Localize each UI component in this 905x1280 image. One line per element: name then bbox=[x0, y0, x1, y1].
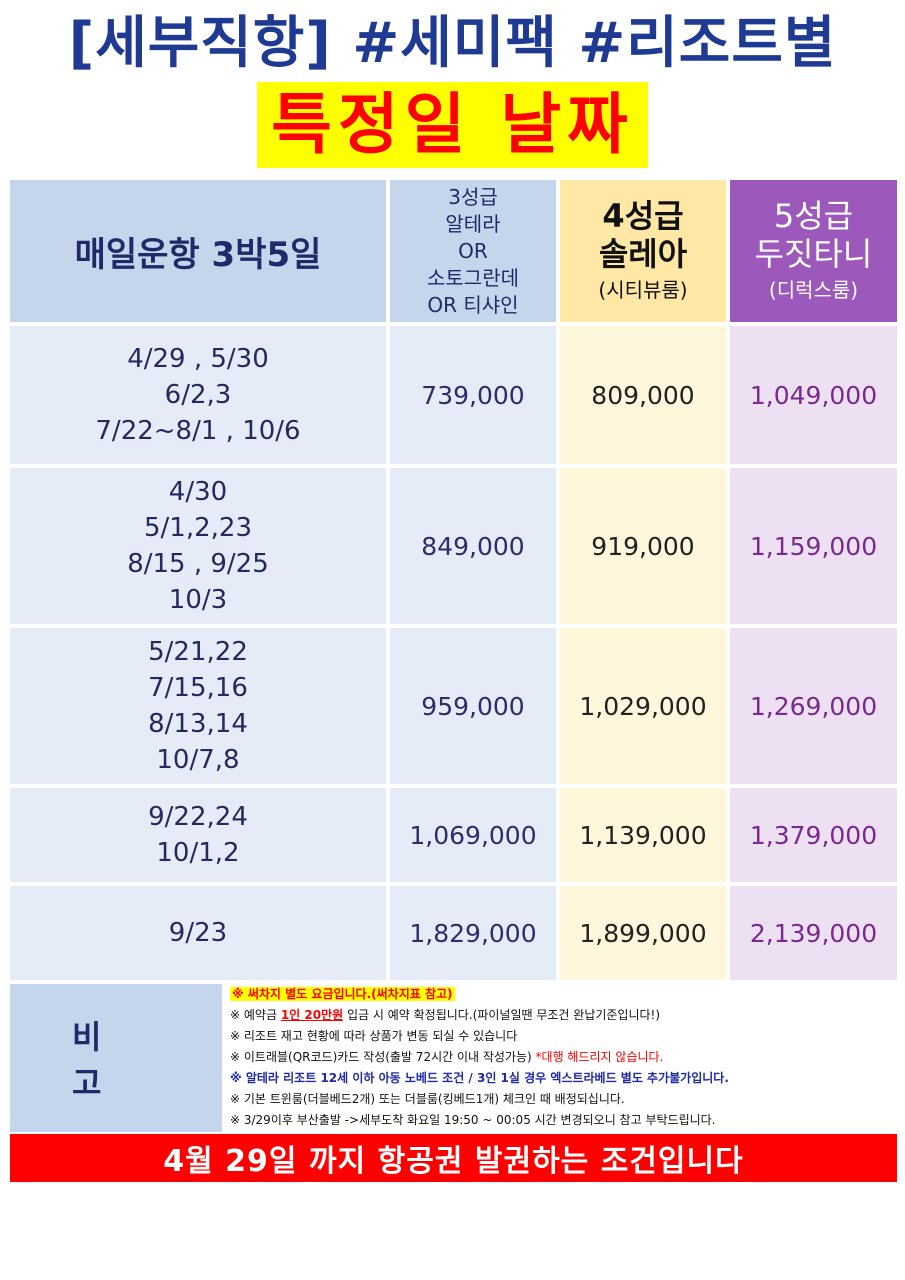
note-surcharge: ※ 써차지 별도 요금입니다.(써차지표 참고) bbox=[230, 987, 455, 1001]
price-tier4: 919,000 bbox=[591, 531, 695, 561]
header-tier3-line: OR bbox=[458, 238, 488, 263]
deposit-amount: 1인 20만원 bbox=[280, 1008, 344, 1022]
notes-label: 비고 bbox=[10, 984, 222, 1132]
footer-banner: 4월 29일 까지 항공권 발권하는 조건입니다 bbox=[10, 1134, 897, 1182]
header-tier4-room: (시티뷰룸) bbox=[598, 278, 688, 302]
note-inventory: ※ 리조트 재고 현황에 따라 상품가 변동 되실 수 있습니다 bbox=[230, 1029, 518, 1043]
row-dates: 4/30 5/1,2,23 8/15 , 9/25 10/3 bbox=[127, 477, 269, 615]
header-tier3-line: 알테라 bbox=[445, 211, 501, 236]
header-tier5: 5성급 두짓타니 (디럭스룸) bbox=[730, 180, 897, 322]
note-altera-child: ※ 알테라 리조트 12세 이하 아동 노베드 조건 / 3인 1실 경우 엑스… bbox=[230, 1071, 729, 1085]
note-etravel: ※ 이트래블(QR코드)카드 작성(출발 72시간 이내 작성가능) *대행 해… bbox=[230, 1050, 664, 1064]
note-deposit: ※ 예약금 1인 20만원 입금 시 예약 확정됩니다.(파이널일땐 무조건 완… bbox=[230, 1008, 661, 1022]
price-tier5: 1,159,000 bbox=[749, 531, 878, 561]
price-tier5: 1,049,000 bbox=[749, 380, 878, 410]
row-dates: 9/23 bbox=[168, 918, 228, 948]
page-title: [세부직항] #세미팩 #리조트별 bbox=[68, 11, 837, 76]
header-tier3-line: 3성급 bbox=[448, 184, 498, 209]
header-tier5-grade: 5성급 bbox=[773, 197, 854, 235]
table-row: 9/22,24 10/1,2 1,069,000 1,139,000 1,379… bbox=[10, 788, 897, 882]
price-tier5: 2,139,000 bbox=[749, 918, 878, 948]
header-tier4-hotel: 솔레아 bbox=[598, 235, 688, 273]
price-tier3: 1,829,000 bbox=[409, 918, 537, 948]
table-row: 4/30 5/1,2,23 8/15 , 9/25 10/3 849,000 9… bbox=[10, 468, 897, 624]
price-tier4: 1,029,000 bbox=[579, 691, 707, 721]
header-tier4-grade: 4성급 bbox=[602, 197, 684, 235]
price-tier5: 1,269,000 bbox=[749, 691, 878, 721]
header-tier5-room: (디럭스룸) bbox=[768, 278, 859, 302]
row-dates: 9/22,24 10/1,2 bbox=[148, 802, 248, 868]
note-schedule-change: ※ 3/29이후 부산출발 ->세부도착 화요일 19:50 ~ 00:05 시… bbox=[230, 1113, 716, 1127]
price-tier5: 1,379,000 bbox=[749, 820, 878, 850]
price-tier4: 1,139,000 bbox=[579, 820, 707, 850]
price-tier3: 739,000 bbox=[421, 380, 525, 410]
notes-list: ※ 써차지 별도 요금입니다.(써차지표 참고) ※ 예약금 1인 20만원 입… bbox=[230, 984, 897, 1131]
price-tier3: 849,000 bbox=[421, 531, 525, 561]
header-schedule: 매일운항 3박5일 bbox=[10, 180, 386, 322]
table-row: 4/29 , 5/30 6/2,3 7/22~8/1 , 10/6 739,00… bbox=[10, 326, 897, 464]
note-no-proxy: *대행 해드리지 않습니다. bbox=[535, 1050, 664, 1064]
price-tier3: 959,000 bbox=[421, 691, 525, 721]
table-header-row: 매일운항 3박5일 3성급 알테라 OR 소토그란데 OR 티샤인 4성급 솔레… bbox=[10, 180, 897, 322]
notes-section: 비고 ※ 써차지 별도 요금입니다.(써차지표 참고) ※ 예약금 1인 20만… bbox=[10, 984, 897, 1132]
price-tier3: 1,069,000 bbox=[409, 820, 537, 850]
note-room-type: ※ 기본 트윈룸(더블베드2개) 또는 더블룸(킹베드1개) 체크인 때 배정되… bbox=[230, 1092, 625, 1106]
price-tier4: 809,000 bbox=[591, 380, 695, 410]
header-tier5-hotel: 두짓타니 bbox=[754, 235, 873, 273]
header-tier3-line: 소토그란데 bbox=[427, 265, 519, 290]
header-tier3-line: OR 티샤인 bbox=[427, 292, 519, 317]
row-dates: 4/29 , 5/30 6/2,3 7/22~8/1 , 10/6 bbox=[95, 344, 301, 446]
header-tier3: 3성급 알테라 OR 소토그란데 OR 티샤인 bbox=[390, 180, 556, 322]
header-tier4: 4성급 솔레아 (시티뷰룸) bbox=[560, 180, 726, 322]
table-row: 5/21,22 7/15,16 8/13,14 10/7,8 959,000 1… bbox=[10, 628, 897, 784]
table-row: 9/23 1,829,000 1,899,000 2,139,000 bbox=[10, 886, 897, 980]
row-dates: 5/21,22 7/15,16 8/13,14 10/7,8 bbox=[148, 637, 248, 775]
price-tier4: 1,899,000 bbox=[579, 918, 707, 948]
page-subtitle: 특정일 날짜 bbox=[257, 82, 648, 168]
